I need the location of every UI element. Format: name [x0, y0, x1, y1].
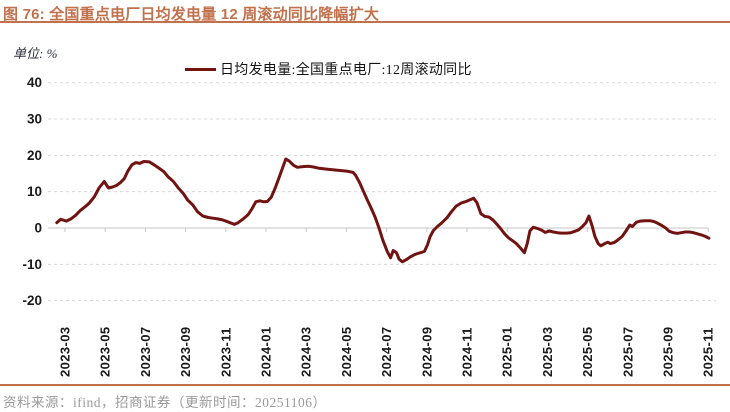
legend-label: 日均发电量:全国重点电厂:12周滚动同比: [220, 63, 472, 78]
y-tick-label: 0: [34, 221, 42, 236]
y-tick-label: 10: [27, 184, 42, 199]
y-tick-label: -20: [22, 293, 42, 308]
x-tick-label: 2023-09: [178, 326, 193, 377]
x-tick-label: 2024-09: [419, 326, 434, 377]
title-rule: [0, 21, 730, 23]
x-tick-label: 2024-07: [379, 326, 394, 377]
x-tick-label: 2024-03: [299, 326, 314, 377]
x-tick-label: 2024-05: [339, 326, 354, 377]
legend-line-icon: [185, 67, 216, 71]
y-tick-label: 30: [27, 112, 42, 127]
x-tick-label: 2024-01: [259, 326, 274, 377]
x-tick-label: 2025-01: [500, 326, 515, 377]
x-tick-label: 2025-03: [540, 326, 555, 377]
x-tick-label: 2023-05: [98, 326, 113, 377]
x-tick-label: 2025-07: [620, 326, 635, 377]
x-tick-label: 2025-11: [701, 327, 716, 377]
x-tick-label: 2023-11: [218, 327, 233, 377]
x-tick-label: 2024-11: [460, 327, 475, 377]
unit-label: 单位: %: [13, 46, 58, 61]
y-tick-label: 40: [27, 75, 42, 90]
x-tick-label: 2025-05: [580, 326, 595, 377]
x-tick-label: 2023-03: [58, 326, 73, 377]
figure-title: 图 76: 全国重点电厂日均发电量 12 周滚动同比降幅扩大: [3, 6, 380, 23]
x-tick-label: 2023-07: [138, 326, 153, 377]
y-tick-label: -10: [22, 257, 42, 272]
series-line: [55, 157, 711, 264]
x-tick-label: 2025-09: [661, 326, 676, 377]
legend: 日均发电量:全国重点电厂:12周滚动同比: [185, 59, 472, 79]
source-rule: [0, 384, 730, 386]
source-note: 资料来源：ifind，招商证券（更新时间：20251106）: [3, 395, 327, 410]
y-tick-label: 20: [27, 148, 42, 163]
